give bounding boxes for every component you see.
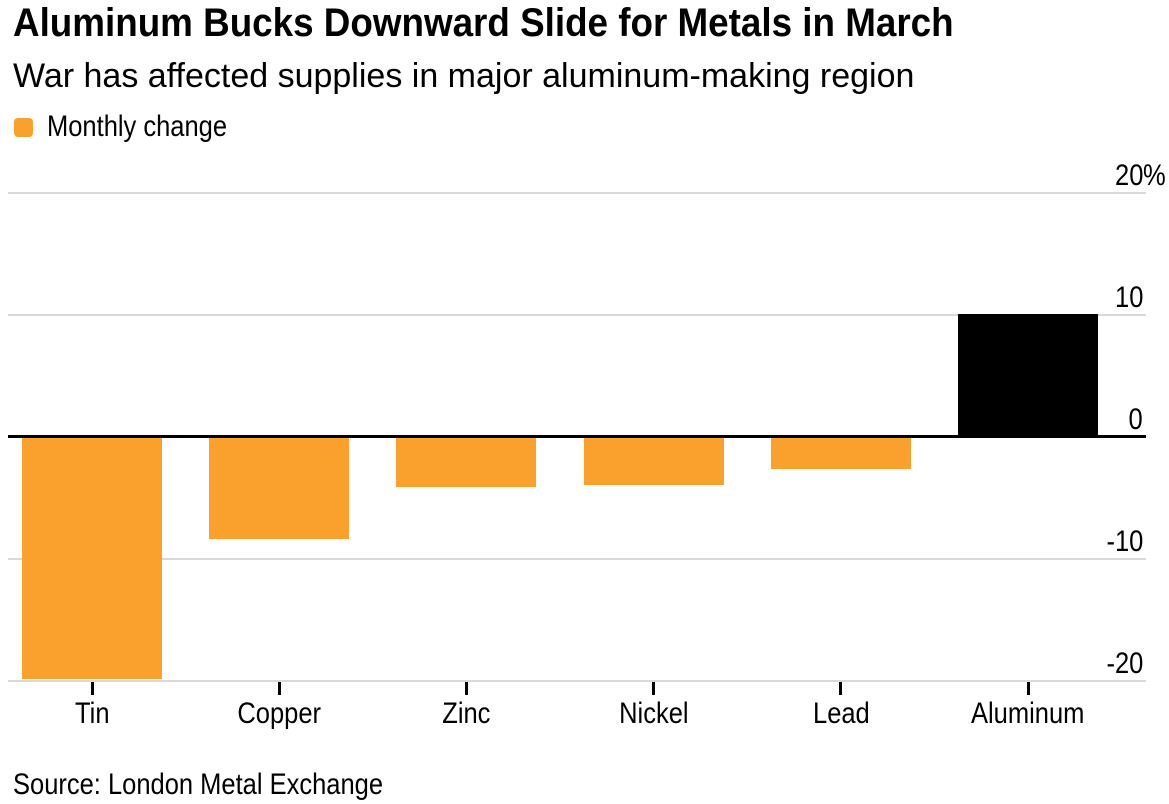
x-label-tin: Tin	[0, 699, 202, 729]
chart-title-text: Aluminum Bucks Downward Slide for Metals…	[13, 1, 954, 45]
x-tick-tin	[91, 682, 94, 695]
zero-axis-line	[8, 435, 1146, 438]
x-label-lead: Lead	[731, 699, 951, 729]
y-tick-value-20: 20	[1114, 159, 1143, 192]
y-tick-label--20: -20	[1033, 649, 1143, 679]
x-label-zinc: Zinc	[356, 699, 576, 729]
y-tick-label-10: 10	[1033, 283, 1143, 313]
legend-swatch-icon	[14, 118, 33, 137]
legend-entry-monthly-change: Monthly change	[47, 112, 259, 142]
y-tick-value--20: -20	[1106, 647, 1143, 680]
y-tick-label-20: 20%	[1033, 159, 1166, 192]
bar-aluminum	[958, 314, 1098, 437]
chart-subtitle: War has affected supplies in major alumi…	[13, 59, 914, 93]
chart-subtitle-text: War has affected supplies in major alumi…	[13, 57, 915, 95]
gridline--20	[8, 680, 1146, 682]
gridline-20	[8, 192, 1146, 194]
bar-tin	[22, 437, 162, 679]
x-tick-copper	[278, 682, 281, 695]
y-tick-label-0: 0	[1033, 405, 1143, 435]
x-label-copper: Copper	[169, 699, 389, 729]
y-tick-label--10: -10	[1033, 527, 1143, 557]
x-tick-aluminum	[1027, 682, 1030, 695]
y-tick-value--10: -10	[1106, 525, 1143, 558]
bar-zinc	[396, 437, 536, 487]
x-tick-nickel	[652, 682, 655, 695]
bar-lead	[771, 437, 911, 469]
source-note: Source: London Metal Exchange	[13, 770, 448, 800]
x-label-text-aluminum: Aluminum	[971, 697, 1085, 730]
bar-copper	[209, 437, 349, 539]
x-label-text-zinc: Zinc	[441, 697, 491, 730]
y-tick-value-10: 10	[1114, 281, 1143, 314]
x-tick-zinc	[465, 682, 468, 695]
y-axis-unit: %	[1143, 159, 1166, 192]
gridline-10	[8, 314, 1146, 316]
x-label-aluminum: Aluminum	[918, 699, 1138, 729]
y-tick-value-0: 0	[1128, 403, 1143, 436]
bar-nickel	[584, 437, 724, 485]
source-note-text: Source: London Metal Exchange	[13, 768, 384, 801]
x-label-text-lead: Lead	[812, 697, 870, 730]
x-tick-lead	[839, 682, 842, 695]
x-label-nickel: Nickel	[544, 699, 764, 729]
gridline--10	[8, 558, 1146, 560]
x-label-text-tin: Tin	[74, 697, 110, 730]
x-label-text-copper: Copper	[237, 697, 321, 730]
x-label-text-nickel: Nickel	[619, 697, 689, 730]
chart-title: Aluminum Bucks Downward Slide for Metals…	[13, 3, 1035, 43]
legend-label: Monthly change	[47, 110, 228, 143]
